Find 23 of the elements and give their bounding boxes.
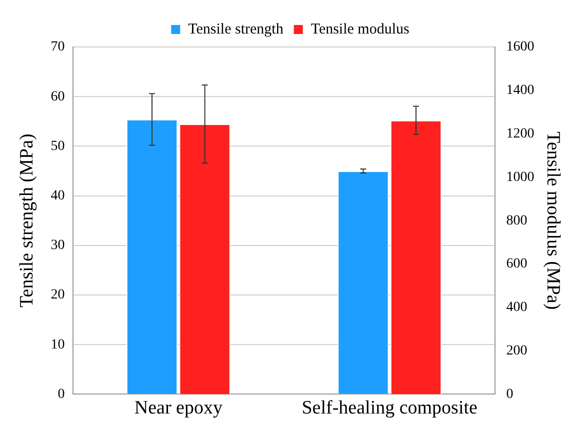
y2-tick-label: 1400 xyxy=(506,83,534,98)
y2-tick-label: 1600 xyxy=(506,40,534,55)
y2-axis-title: Tensile modulus (MPa) xyxy=(542,132,564,310)
x-tick-label: Near epoxy xyxy=(134,398,223,419)
y-tick-label: 30 xyxy=(50,238,65,254)
y2-tick-label: 200 xyxy=(506,343,528,358)
y2-tick-label: 600 xyxy=(506,256,528,272)
y-axis-title: Tensile strength (MPa) xyxy=(16,134,38,308)
y2-tick-label: 1200 xyxy=(506,126,534,142)
y-tick-label: 10 xyxy=(50,337,65,352)
x-tick-label: Self-healing composite xyxy=(302,398,478,419)
y-tick-label: 40 xyxy=(50,188,65,204)
y2-tick-label: 800 xyxy=(506,213,528,228)
legend-label: Tensile strength xyxy=(188,21,284,38)
y2-tick-label: 0 xyxy=(506,386,514,402)
y-tick-label: 0 xyxy=(58,386,65,402)
y-tick-label: 70 xyxy=(50,40,65,55)
y2-tick-label: 400 xyxy=(506,300,528,316)
y-tick-label: 20 xyxy=(50,288,65,303)
y-tick-label: 50 xyxy=(50,138,65,154)
legend-label: Tensile modulus xyxy=(310,21,410,38)
y2-tick-label: 1000 xyxy=(506,170,534,185)
y-tick-label: 60 xyxy=(50,89,65,104)
